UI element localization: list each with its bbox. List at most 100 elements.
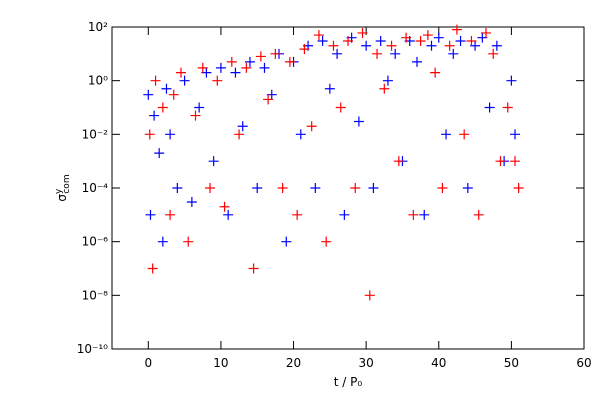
scatter-point (226, 56, 237, 67)
scatter-point (313, 30, 324, 41)
scatter-point (223, 209, 234, 220)
scatter-point (357, 27, 368, 38)
scatter-point (401, 32, 412, 43)
scatter-point (172, 183, 183, 193)
scatter-point (513, 183, 524, 193)
y-axis-label: σycom (54, 174, 72, 201)
scatter-point (147, 263, 158, 274)
scatter-point (149, 110, 160, 121)
scatter-point (299, 44, 310, 55)
scatter-point (208, 156, 219, 167)
scatter-point (150, 75, 161, 86)
scatter-point (255, 51, 266, 62)
scatter-point (448, 48, 459, 59)
scatter-point (157, 236, 168, 247)
scatter-point (510, 156, 521, 167)
scatter-point (244, 56, 255, 67)
scatter-point (306, 121, 317, 132)
scatter-point (175, 67, 186, 78)
scatter-point (393, 156, 404, 167)
scatter-point (343, 36, 353, 47)
x-tick-label: 30 (359, 356, 374, 370)
scatter-point (295, 129, 306, 140)
y-tick-label: 10⁻⁸ (82, 288, 109, 302)
scatter-point (292, 209, 303, 220)
scatter-point (219, 201, 230, 212)
scatter-point (230, 67, 241, 78)
scatter-point (488, 48, 499, 59)
scatter-point (390, 48, 401, 59)
scatter-point (259, 62, 270, 73)
x-tick-label: 0 (144, 356, 152, 370)
scatter-point (415, 36, 426, 47)
scatter-point (495, 156, 506, 167)
scatter-point (441, 129, 452, 140)
scatter-point (364, 290, 375, 301)
scatter-point (382, 75, 393, 86)
x-tick-label: 60 (576, 356, 591, 370)
x-axis-label: t / P₀ (334, 375, 363, 389)
scatter-point (321, 236, 332, 247)
scatter-point (270, 48, 281, 59)
scatter-point (143, 89, 154, 100)
scatter-point (419, 209, 430, 220)
scatter-point (263, 94, 274, 105)
scatter-point (234, 129, 245, 140)
scatter-point (324, 83, 335, 94)
scatter-point (375, 36, 386, 47)
scatter-point (317, 36, 328, 47)
y-tick-label: 10⁻⁴ (82, 181, 109, 195)
scatter-point (144, 129, 155, 140)
scatter-point (386, 40, 397, 51)
plot-frame (111, 26, 585, 350)
scatter-point (252, 183, 263, 193)
scatter-point (328, 40, 339, 51)
scatter-point (339, 209, 350, 220)
scatter-point (510, 129, 521, 140)
scatter-point (372, 48, 383, 59)
scatter-point (161, 83, 172, 94)
scatter-point (310, 183, 321, 193)
scatter-point (145, 209, 156, 220)
scatter-point (179, 75, 190, 86)
y-tick-label: 10⁻² (82, 127, 109, 141)
y-tick-label: 10² (88, 20, 108, 34)
scatter-point (212, 75, 223, 86)
scatter-point (281, 236, 292, 247)
scatter-point (430, 67, 441, 78)
scatter-point (190, 110, 201, 121)
scatter-point (241, 62, 252, 73)
scatter-point (361, 40, 372, 51)
scatter-point (284, 56, 295, 67)
scatter-point (473, 209, 484, 220)
scatter-point (165, 209, 176, 220)
scatter-point (459, 129, 470, 140)
scatter-point (437, 183, 448, 193)
scatter-point (186, 197, 197, 208)
scatter-point (277, 183, 288, 193)
scatter-point (433, 32, 444, 43)
y-tick-label: 10⁻⁶ (82, 235, 109, 249)
y-label-symbol: σ (55, 194, 69, 202)
scatter-point (484, 102, 495, 113)
scatter-point (237, 121, 248, 132)
scatter-point (462, 183, 473, 193)
y-tick-label: 10⁰ (88, 74, 108, 88)
scatter-point (248, 263, 259, 274)
x-tick-label: 20 (286, 356, 301, 370)
scatter-point (379, 83, 390, 94)
x-tick-label: 50 (504, 356, 519, 370)
scatter-point (154, 148, 165, 159)
scatter-point (205, 183, 216, 193)
scatter-point (157, 102, 168, 113)
scatter-point (168, 89, 179, 100)
scatter-point (332, 48, 343, 59)
x-tick-label: 10 (213, 356, 228, 370)
scatter-point (411, 56, 422, 67)
scatter-point (426, 40, 437, 51)
y-label-sup: y (54, 188, 64, 194)
scatter-point (215, 62, 226, 73)
scatter-point (183, 236, 194, 247)
scatter-point (353, 116, 364, 127)
